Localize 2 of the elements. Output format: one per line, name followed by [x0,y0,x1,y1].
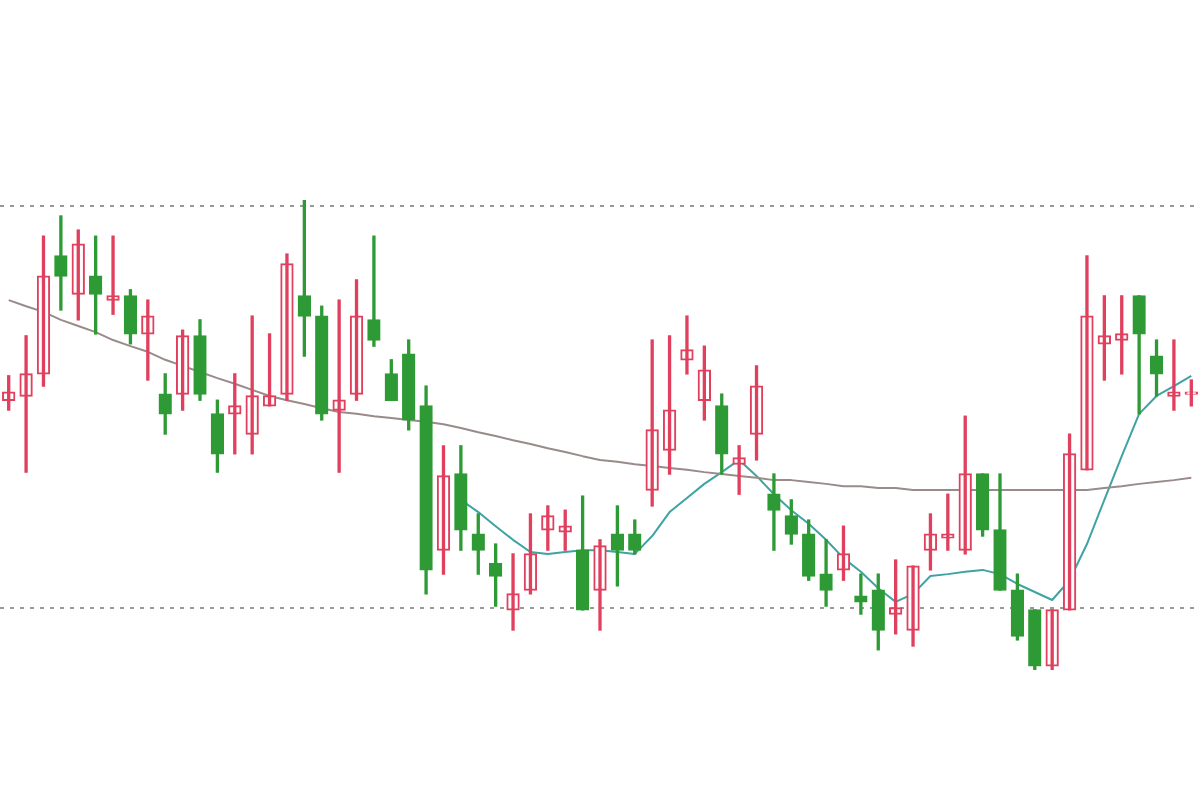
candlestick [941,493,955,551]
candlestick [1167,339,1181,411]
